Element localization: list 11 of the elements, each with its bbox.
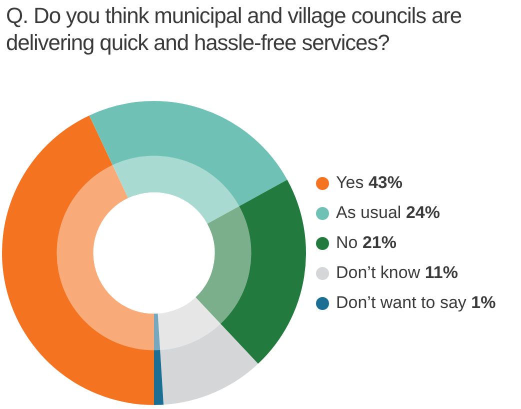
legend-label: Don’t want to say	[336, 293, 466, 312]
legend-label: Yes	[336, 173, 364, 192]
data-label: 24%	[406, 203, 440, 222]
legend-label: No	[336, 233, 358, 252]
chart-title: Q. Do you think municipal and village councils are delivering quick and hassle-free services?	[6, 2, 462, 56]
data-label: 43%	[368, 173, 402, 192]
legend-label: As usual	[336, 203, 402, 222]
data-label: 21%	[362, 233, 396, 252]
data-label: 1%	[471, 293, 496, 312]
data-label: 11%	[424, 263, 458, 282]
legend-label: Don’t know	[336, 263, 420, 282]
